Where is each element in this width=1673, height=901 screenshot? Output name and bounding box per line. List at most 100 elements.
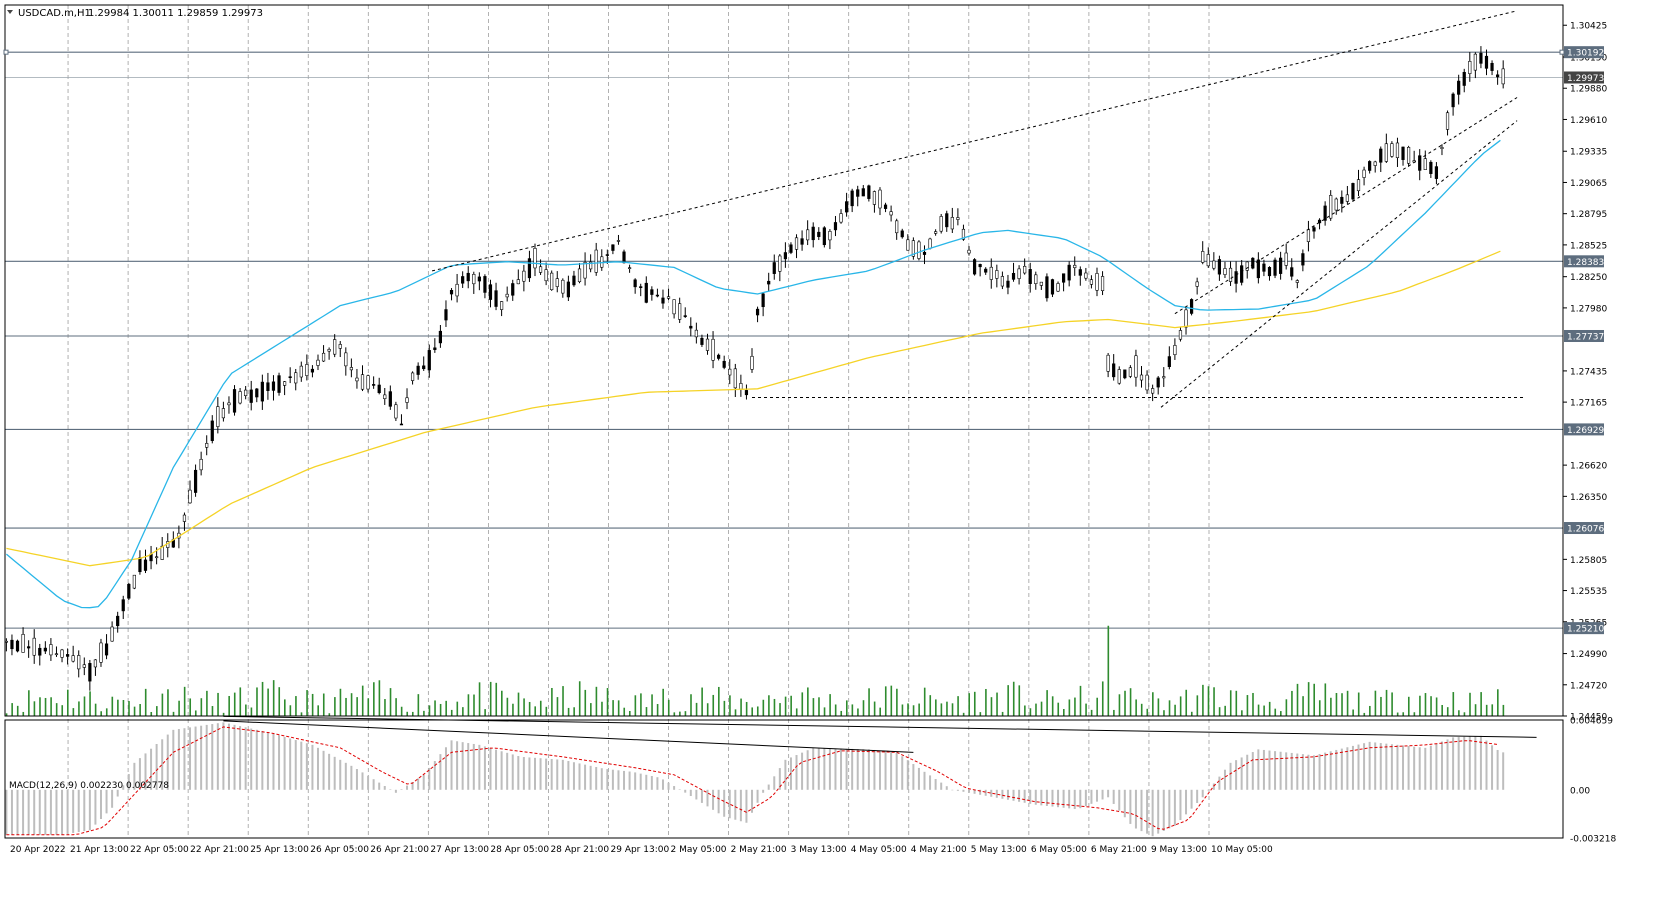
volume-bar xyxy=(267,688,269,716)
volume-bar xyxy=(1229,690,1232,716)
macd-histogram-bar xyxy=(88,789,91,831)
volume-bar xyxy=(1296,683,1299,716)
candle-body xyxy=(1100,276,1105,291)
macd-histogram-bar xyxy=(617,770,620,790)
candle-body xyxy=(911,240,915,257)
macd-histogram-bar xyxy=(751,789,754,813)
candle-body xyxy=(616,240,621,242)
macd-histogram-bar xyxy=(956,789,959,791)
candle-body xyxy=(1262,263,1266,272)
volume-bar xyxy=(595,686,598,716)
volume-bar xyxy=(39,697,41,716)
candle-body xyxy=(538,266,543,273)
candle-body xyxy=(494,290,498,307)
volume-bar xyxy=(679,711,681,716)
macd-histogram-bar xyxy=(934,779,937,790)
candle-body xyxy=(672,299,676,315)
candle-body xyxy=(266,382,270,391)
candle-body xyxy=(1457,80,1461,95)
volume-bar xyxy=(1391,692,1393,716)
volume-bar xyxy=(250,707,253,716)
candle-body xyxy=(1267,267,1272,277)
macd-histogram-bar xyxy=(1223,769,1226,790)
candle-body xyxy=(205,443,209,448)
candle-body xyxy=(906,239,910,251)
macd-histogram-bar xyxy=(478,744,481,790)
volume-bar xyxy=(100,711,102,716)
candle-body xyxy=(21,634,25,653)
candle-body xyxy=(1317,219,1322,224)
price-tick-label: 1.29880 xyxy=(1570,85,1607,95)
candle-body xyxy=(438,330,443,344)
price-tick-label: 1.24720 xyxy=(1570,681,1607,691)
volume-bar xyxy=(623,707,626,716)
candle-body xyxy=(1184,309,1188,328)
macd-histogram-bar xyxy=(595,767,598,790)
candle-body xyxy=(1195,281,1199,287)
macd-histogram-bar xyxy=(661,779,664,790)
price-badge xyxy=(1564,329,1604,342)
macd-histogram-bar xyxy=(895,752,898,790)
candle-body xyxy=(1290,267,1294,277)
candle-body xyxy=(950,217,954,230)
macd-histogram-bar xyxy=(667,782,670,790)
candle-body xyxy=(783,252,787,260)
candle-body xyxy=(210,420,214,441)
volume-bar xyxy=(495,682,498,716)
macd-histogram-bar xyxy=(439,754,442,790)
macd-histogram-bar xyxy=(1201,789,1204,798)
candle-body xyxy=(972,259,977,275)
macd-histogram-bar xyxy=(1095,789,1098,802)
volume-bar xyxy=(1157,698,1160,716)
candle-body xyxy=(789,244,793,253)
macd-histogram-bar xyxy=(38,789,41,835)
volume-bar xyxy=(1474,704,1477,716)
candle-body xyxy=(155,556,159,559)
candle-body xyxy=(360,374,365,390)
volume-bar xyxy=(356,697,358,716)
macd-histogram-bar xyxy=(1374,742,1377,790)
candle-body xyxy=(655,294,660,297)
volume-bar xyxy=(818,697,820,716)
macd-histogram-bar xyxy=(1446,739,1449,790)
volume-bar xyxy=(590,703,592,716)
candle-body xyxy=(121,599,125,612)
candle-body xyxy=(1062,273,1066,283)
macd-histogram-bar xyxy=(856,749,859,790)
volume-bar xyxy=(1101,681,1104,716)
candle-body xyxy=(589,261,593,270)
macd-histogram-bar xyxy=(255,729,258,790)
volume-bar xyxy=(1163,710,1165,716)
macd-histogram-bar xyxy=(700,789,703,803)
candle-body xyxy=(1418,155,1422,171)
volume-bar xyxy=(1469,692,1471,716)
macd-histogram-bar xyxy=(1118,789,1121,811)
volume-bar xyxy=(979,712,982,716)
macd-histogram-bar xyxy=(239,726,242,790)
macd-histogram-bar xyxy=(406,785,409,790)
candle-body xyxy=(344,352,348,367)
volume-bar xyxy=(1190,711,1193,716)
volume-bar xyxy=(1079,685,1082,716)
candle-body xyxy=(1023,265,1027,274)
volume-bar xyxy=(1324,683,1327,716)
volume-bar xyxy=(701,687,703,716)
volume-bar xyxy=(111,696,114,716)
macd-histogram-bar xyxy=(940,782,943,790)
price-badge xyxy=(1564,255,1604,268)
volume-bar xyxy=(901,704,904,716)
macd-histogram-bar xyxy=(344,762,347,790)
volume-bar xyxy=(1029,708,1032,716)
macd-histogram-bar xyxy=(155,743,158,790)
candle-body xyxy=(1084,272,1088,279)
candle-body xyxy=(1473,53,1477,71)
volume-bar xyxy=(990,697,993,716)
volume-bar xyxy=(1085,703,1087,716)
macd-histogram-bar xyxy=(834,748,837,790)
macd-histogram-bar xyxy=(962,789,965,792)
volume-bar xyxy=(1218,707,1221,716)
macd-histogram-bar xyxy=(995,789,998,798)
macd-histogram-bar xyxy=(778,768,781,790)
